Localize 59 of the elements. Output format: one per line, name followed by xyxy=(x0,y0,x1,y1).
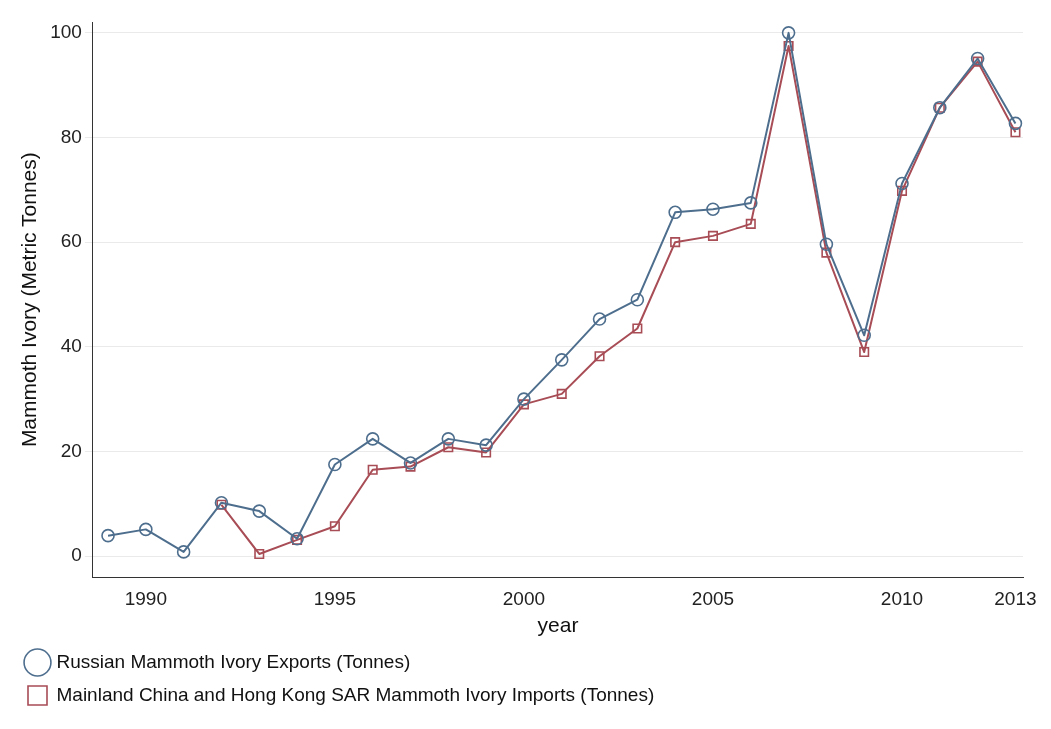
point xyxy=(365,432,380,446)
point xyxy=(819,237,834,252)
x-tick-label: 2010 xyxy=(880,587,924,609)
point xyxy=(783,40,794,51)
y-tick-label: 20 xyxy=(60,439,82,461)
point xyxy=(518,399,529,410)
point xyxy=(895,176,909,191)
point xyxy=(139,522,153,537)
point xyxy=(707,230,719,241)
point xyxy=(254,548,265,560)
x-axis-title: year xyxy=(537,613,579,637)
point xyxy=(517,392,531,406)
point xyxy=(101,528,115,543)
point xyxy=(367,464,378,475)
point xyxy=(443,442,454,453)
point xyxy=(252,504,267,518)
point xyxy=(554,353,569,367)
legend-label: Russian Mammoth Ivory Exports (Tonnes) xyxy=(56,650,411,672)
y-tick-label: 60 xyxy=(60,230,82,252)
x-tick-label: 2005 xyxy=(691,587,735,609)
point xyxy=(594,351,605,362)
point xyxy=(592,312,607,326)
point xyxy=(745,218,756,229)
point xyxy=(556,388,567,399)
point xyxy=(781,26,796,40)
point xyxy=(329,521,340,532)
point xyxy=(857,328,871,343)
y-tick-label: 80 xyxy=(60,125,82,147)
point xyxy=(668,205,682,220)
legend-label: Mainland China and Hong Kong SAR Mammoth Ivory Imports (Tonnes) xyxy=(56,683,655,705)
point xyxy=(970,51,985,66)
point xyxy=(403,456,418,470)
point xyxy=(632,323,643,334)
point xyxy=(859,346,870,358)
x-tick-label: 2000 xyxy=(502,587,546,609)
point xyxy=(821,247,832,258)
point xyxy=(630,292,645,307)
point xyxy=(706,202,720,216)
point xyxy=(743,196,758,210)
y-axis-title: Mammoth Ivory (Metric Tonnes) xyxy=(17,152,41,448)
y-tick-label: 40 xyxy=(60,335,82,357)
y-tick-label: 100 xyxy=(50,21,82,43)
point xyxy=(176,545,191,559)
x-tick-label: 1990 xyxy=(124,587,167,609)
x-tick-label: 1995 xyxy=(313,587,357,609)
point xyxy=(1010,127,1021,138)
point xyxy=(328,457,342,472)
point xyxy=(896,185,908,196)
point xyxy=(1008,116,1023,131)
point xyxy=(214,495,229,510)
y-tick-label: 0 xyxy=(71,544,82,566)
point xyxy=(405,461,416,472)
point xyxy=(972,56,983,67)
point xyxy=(479,438,493,452)
x-tick-label: 2013 xyxy=(994,587,1037,609)
point xyxy=(481,447,492,458)
point xyxy=(216,499,227,510)
point xyxy=(670,237,681,248)
point xyxy=(441,432,456,446)
